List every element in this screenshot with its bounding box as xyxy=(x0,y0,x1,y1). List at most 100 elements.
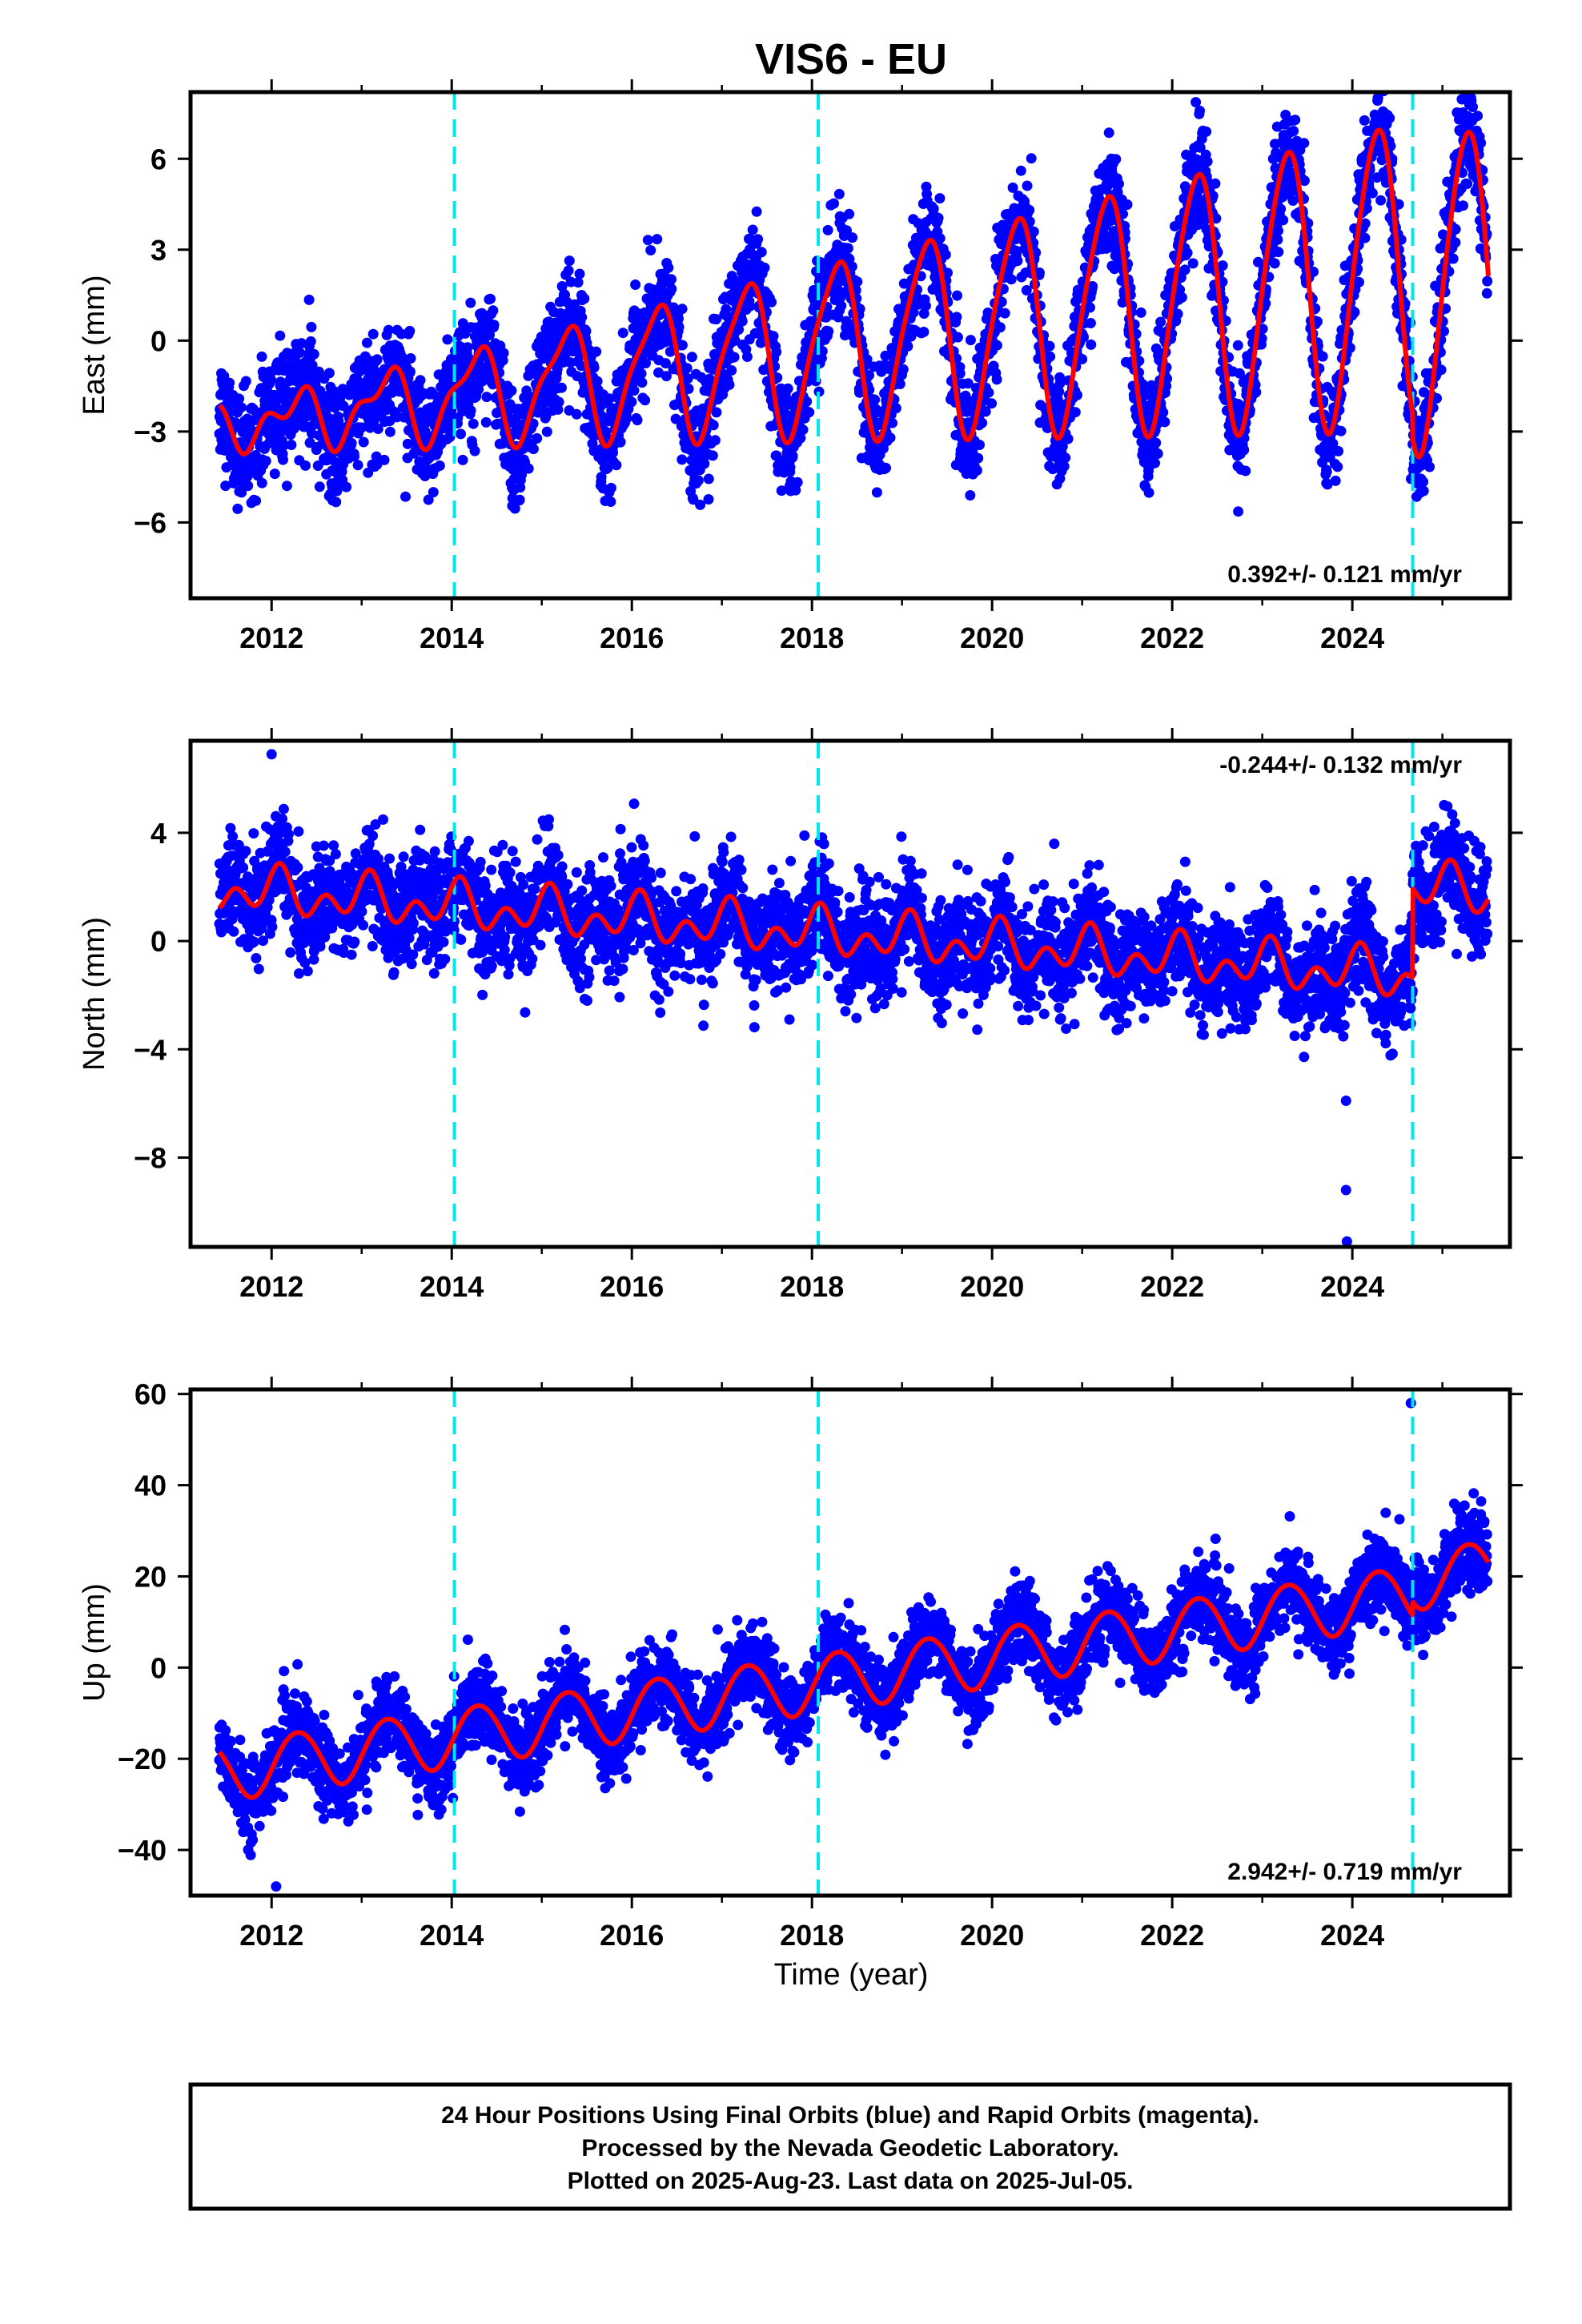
data-point xyxy=(965,490,976,501)
data-point xyxy=(498,348,509,359)
data-point xyxy=(636,377,648,388)
data-point xyxy=(224,377,235,388)
data-point xyxy=(1332,461,1343,472)
data-point xyxy=(636,368,647,380)
data-point xyxy=(571,408,582,420)
data-point xyxy=(617,328,628,339)
data-point xyxy=(1290,115,1301,126)
data-point xyxy=(1054,377,1066,388)
data-point xyxy=(708,420,719,431)
data-point xyxy=(275,376,286,388)
data-point xyxy=(1359,232,1371,243)
data-point xyxy=(703,473,714,485)
data-point xyxy=(1272,234,1283,245)
data-point xyxy=(973,452,984,464)
x-tick-label: 2018 xyxy=(780,621,844,654)
data-point xyxy=(1085,302,1095,313)
data-point xyxy=(240,846,251,857)
data-point xyxy=(251,495,262,506)
data-point xyxy=(1349,307,1360,318)
data-point xyxy=(523,463,534,474)
data-point xyxy=(645,245,656,255)
data-point xyxy=(442,334,453,345)
data-point xyxy=(782,383,793,394)
data-point xyxy=(804,407,815,418)
data-point xyxy=(1308,266,1319,277)
data-point xyxy=(379,454,390,465)
data-point xyxy=(996,296,1007,308)
data-point xyxy=(318,840,329,851)
data-point xyxy=(391,412,403,423)
data-point xyxy=(1393,199,1404,210)
data-point xyxy=(267,921,278,932)
data-point xyxy=(703,494,714,505)
data-point xyxy=(346,437,357,448)
data-point xyxy=(908,307,919,318)
data-point xyxy=(349,451,359,462)
data-point xyxy=(243,480,254,492)
data-point xyxy=(677,340,688,351)
data-point xyxy=(362,337,372,348)
data-point xyxy=(991,340,1002,351)
data-point xyxy=(1058,460,1070,472)
data-point xyxy=(481,392,492,403)
data-point xyxy=(974,440,985,450)
data-point xyxy=(1150,437,1162,448)
data-point xyxy=(588,362,600,373)
data-point xyxy=(1312,316,1323,327)
data-point xyxy=(232,503,243,514)
data-point xyxy=(1435,364,1447,376)
data-point xyxy=(1062,433,1074,444)
data-point xyxy=(841,225,852,236)
data-point xyxy=(275,330,286,341)
data-point xyxy=(372,424,383,434)
data-point xyxy=(660,358,671,369)
data-point xyxy=(1361,203,1372,214)
data-point xyxy=(663,262,674,273)
east-panel: 2012 2014 2016 2018 2020 2022 2024−6−3036East … xyxy=(78,79,1523,654)
data-point xyxy=(269,468,280,480)
data-point xyxy=(842,243,853,254)
data-point xyxy=(574,268,585,279)
data-point xyxy=(683,384,694,394)
data-point xyxy=(1354,276,1364,287)
data-point xyxy=(404,366,416,377)
data-point xyxy=(596,472,607,483)
data-point xyxy=(563,265,574,276)
data-point xyxy=(278,440,289,452)
velocity-label: 0.392+/- 0.121 mm/yr xyxy=(1227,561,1462,588)
data-point xyxy=(753,234,764,245)
data-point xyxy=(626,396,637,408)
data-point xyxy=(521,385,532,396)
data-point xyxy=(785,462,796,472)
data-point xyxy=(279,846,291,858)
data-point xyxy=(371,354,383,365)
y-tick-label: 0 xyxy=(151,324,167,357)
data-point xyxy=(933,212,944,223)
data-point xyxy=(898,278,909,289)
data-point xyxy=(801,396,813,407)
data-point xyxy=(747,224,758,235)
data-point xyxy=(1199,215,1211,226)
data-point xyxy=(861,354,873,365)
data-point xyxy=(480,416,492,428)
data-point xyxy=(358,436,369,448)
data-point xyxy=(897,364,909,375)
data-point xyxy=(1367,187,1378,199)
data-point xyxy=(457,454,468,465)
data-point xyxy=(1317,351,1328,362)
data-point xyxy=(1085,318,1096,328)
data-point xyxy=(751,206,762,217)
data-point xyxy=(681,363,693,374)
data-point xyxy=(1155,316,1166,328)
data-point xyxy=(335,392,346,403)
data-point xyxy=(673,321,685,332)
data-point xyxy=(1187,258,1199,269)
data-point xyxy=(787,450,798,461)
data-point xyxy=(367,328,379,340)
data-point xyxy=(869,394,881,405)
data-point xyxy=(666,283,677,295)
data-point xyxy=(415,375,426,386)
data-point xyxy=(1024,204,1035,215)
data-point xyxy=(766,296,777,308)
